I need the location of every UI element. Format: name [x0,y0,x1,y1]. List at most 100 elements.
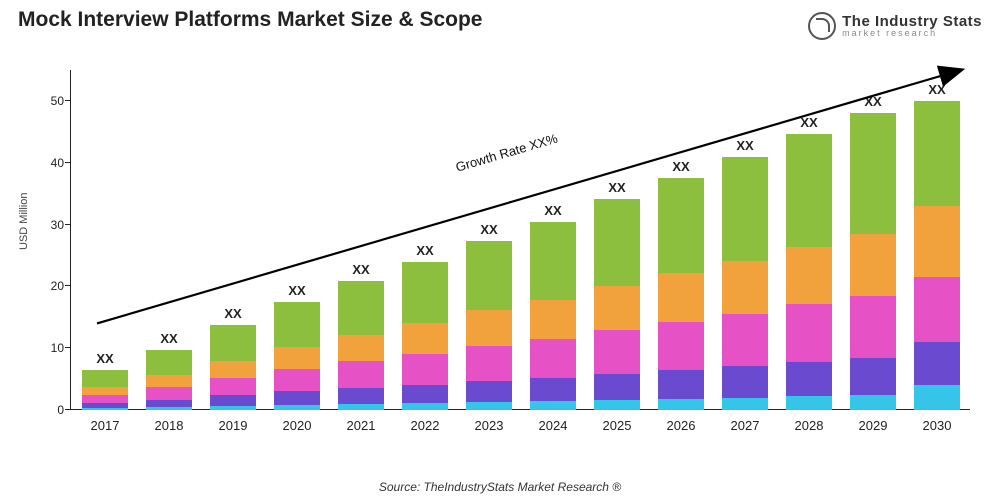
x-tick-label: 2027 [731,418,760,433]
logo-main-text: The Industry Stats [842,14,982,29]
bar-segment [466,346,512,381]
bar-segment [722,157,768,261]
bar-segment [530,300,576,339]
bar-segment [466,402,512,410]
bar-2028: XX2028 [786,134,832,410]
bar-segment [850,113,896,234]
bar-segment [146,407,192,410]
x-tick-label: 2021 [347,418,376,433]
x-tick-label: 2020 [283,418,312,433]
bar-segment [82,395,128,403]
bar-value-label: XX [288,283,305,298]
bar-segment [914,385,960,410]
y-axis-label: USD Million [18,193,30,250]
x-tick-label: 2017 [91,418,120,433]
bar-segment [82,387,128,395]
bar-segment [466,241,512,311]
bar-segment [850,395,896,410]
y-tick-mark [65,100,70,101]
source-attribution: Source: TheIndustryStats Market Research… [0,480,1000,494]
bar-segment [338,388,384,404]
bar-segment [274,391,320,405]
bar-segment [210,395,256,406]
y-tick-label: 50 [51,94,64,108]
bar-segment [274,302,320,347]
bar-segment [658,370,704,399]
bar-segment [850,358,896,395]
x-tick-label: 2028 [795,418,824,433]
bar-segment [402,385,448,404]
bar-2021: XX2021 [338,281,384,410]
bar-segment [274,369,320,391]
bar-segment [402,262,448,323]
bar-value-label: XX [160,331,177,346]
x-tick-label: 2025 [603,418,632,433]
bar-value-label: XX [224,306,241,321]
bar-segment [594,374,640,401]
bar-2027: XX2027 [722,157,768,410]
bar-segment [594,286,640,330]
bar-segment [786,247,832,304]
bar-2018: XX2018 [146,350,192,410]
bar-segment [210,361,256,378]
bar-value-label: XX [928,82,945,97]
bar-segment [722,398,768,410]
bar-segment [786,134,832,247]
y-tick-mark [65,409,70,410]
bar-segment [658,322,704,370]
x-tick-label: 2022 [411,418,440,433]
bar-segment [338,281,384,334]
bar-2023: XX2023 [466,241,512,410]
bar-segment [338,404,384,410]
bar-value-label: XX [416,243,433,258]
y-tick-label: 30 [51,218,64,232]
bar-segment [146,400,192,407]
bar-segment [210,325,256,360]
gear-magnifier-icon [808,12,836,40]
chart-title: Mock Interview Platforms Market Size & S… [18,8,482,32]
y-tick-mark [65,347,70,348]
bar-segment [210,406,256,410]
bar-segment [274,405,320,410]
bar-value-label: XX [736,138,753,153]
x-tick-label: 2024 [539,418,568,433]
bar-segment [530,222,576,301]
bar-segment [82,370,128,386]
bar-segment [402,354,448,385]
bar-2029: XX2029 [850,113,896,410]
bar-segment [338,335,384,362]
bar-segment [786,304,832,361]
bar-segment [338,361,384,388]
bar-value-label: XX [672,159,689,174]
bar-segment [850,296,896,358]
x-tick-label: 2019 [219,418,248,433]
y-tick-label: 40 [51,156,64,170]
bar-2024: XX2024 [530,222,576,411]
y-tick-mark [65,224,70,225]
bar-segment [530,401,576,410]
y-tick-label: 10 [51,341,64,355]
bar-segment [658,178,704,274]
bar-segment [466,381,512,402]
y-tick-mark [65,162,70,163]
y-tick-label: 0 [57,403,64,417]
bar-segment [402,403,448,410]
bar-segment [402,323,448,354]
bar-segment [786,396,832,410]
bar-value-label: XX [544,203,561,218]
x-tick-label: 2026 [667,418,696,433]
brand-logo: The Industry Stats market research [808,12,982,40]
bar-value-label: XX [608,180,625,195]
bar-segment [914,342,960,385]
bar-value-label: XX [96,351,113,366]
logo-sub-text: market research [842,29,982,38]
bar-segment [594,400,640,410]
x-tick-label: 2023 [475,418,504,433]
bar-segment [530,378,576,401]
bar-segment [530,339,576,378]
bar-segment [594,199,640,286]
bar-2026: XX2026 [658,178,704,410]
bar-value-label: XX [800,115,817,130]
bar-segment [594,330,640,374]
bar-segment [274,347,320,369]
